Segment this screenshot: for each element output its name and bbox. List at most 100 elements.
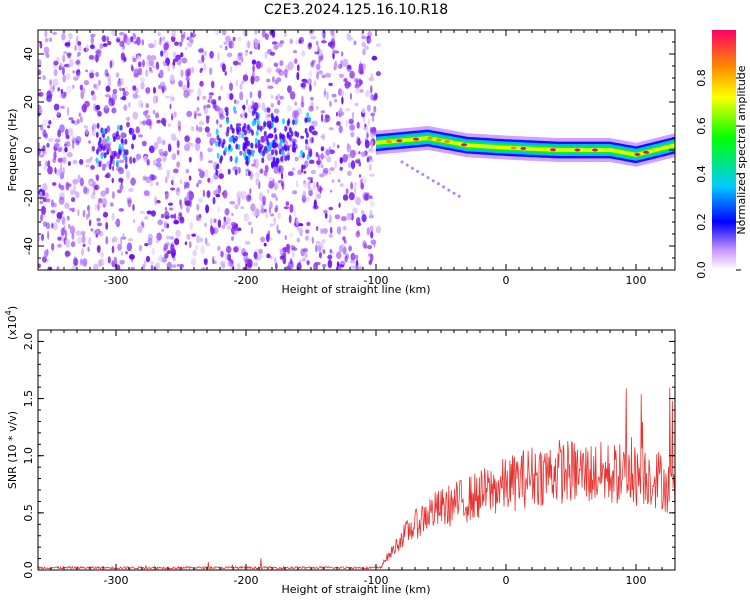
spectrogram-noise-blob xyxy=(336,261,340,268)
spectrogram-cluster-blob xyxy=(281,118,285,125)
spectrogram-noise-blob xyxy=(207,160,213,164)
spectrogram-noise-blob xyxy=(232,60,239,66)
spectrogram-noise-blob xyxy=(277,179,284,184)
spectrogram-noise-blob xyxy=(130,177,136,186)
spectrogram-noise-blob xyxy=(178,125,181,132)
spectrogram-noise-blob xyxy=(255,178,260,186)
spectrogram-noise-blob xyxy=(290,233,293,238)
spectrogram-noise-blob xyxy=(266,84,272,90)
spectrogram-noise-blob xyxy=(323,209,328,214)
spectrogram-noise-blob xyxy=(305,229,310,234)
spectrogram-noise-blob xyxy=(72,159,78,165)
spectrogram-noise-blob xyxy=(181,57,188,64)
spectrogram-noise-blob xyxy=(95,104,101,111)
spectrogram-noise-blob xyxy=(279,40,285,44)
spectrogram-noise-blob xyxy=(331,179,335,183)
y-tick-label: -20 xyxy=(22,189,35,207)
spectrogram-noise-blob xyxy=(301,95,304,104)
spectrogram-noise-blob xyxy=(371,55,378,61)
spectrogram-cluster-blob xyxy=(227,168,231,175)
spectrogram-noise-blob xyxy=(114,221,121,225)
spectrogram-noise-blob xyxy=(228,93,234,100)
spectrogram-noise-blob xyxy=(153,39,157,47)
spectrogram-peak xyxy=(426,136,433,140)
spectrogram-cluster-blob xyxy=(123,149,127,155)
spectrogram-noise-blob xyxy=(210,80,215,89)
spectrogram-cluster-blob xyxy=(235,125,239,132)
spectrogram-noise-blob xyxy=(223,216,227,222)
spectrogram-noise-blob xyxy=(58,196,65,205)
spectrogram-noise-blob xyxy=(116,80,122,87)
spectrogram-noise-blob xyxy=(240,80,245,85)
spectrogram-noise-blob xyxy=(267,133,274,139)
spectrogram-noise-blob xyxy=(155,262,160,270)
spectrogram-noise-blob xyxy=(171,251,176,259)
spectrogram-noise-blob xyxy=(136,36,141,46)
spectrogram-cluster-blob xyxy=(128,127,132,134)
spectrogram-cluster-blob xyxy=(242,126,245,132)
spectrogram-trail-dot xyxy=(452,191,456,195)
spectrogram-noise-blob xyxy=(304,250,308,258)
spectrogram-noise-blob xyxy=(316,71,319,80)
spectrogram-noise-blob xyxy=(322,228,328,234)
spectrogram-noise-blob xyxy=(43,249,49,258)
spectrogram-noise-blob xyxy=(229,263,233,270)
spectrogram-noise-blob xyxy=(188,156,192,163)
spectrogram-noise-blob xyxy=(229,65,233,74)
spectrogram-noise-blob xyxy=(368,76,375,82)
spectrogram-noise-blob xyxy=(242,74,249,82)
spectrogram-noise-blob xyxy=(162,155,167,163)
spectrogram-noise-blob xyxy=(250,75,255,85)
spectrogram-noise-blob xyxy=(128,253,135,260)
spectrogram-noise-blob xyxy=(312,120,318,127)
spectrogram-cluster-blob xyxy=(124,163,128,170)
spectrogram-noise-blob xyxy=(264,51,268,59)
spectrogram-peak xyxy=(461,143,468,147)
spectrogram-noise-blob xyxy=(196,214,199,221)
spectrogram-noise-blob xyxy=(322,38,326,42)
spectrogram-noise-blob xyxy=(43,46,50,55)
spectrogram-noise-blob xyxy=(334,214,341,220)
spectrogram-noise-blob xyxy=(200,245,205,255)
spectrogram-cluster-blob xyxy=(216,134,220,141)
spectrogram-noise-blob xyxy=(363,193,369,202)
spectrogram-cluster-blob xyxy=(291,146,295,153)
spectrogram-noise-blob xyxy=(93,83,97,89)
spectrogram-noise-blob xyxy=(320,153,324,160)
spectrogram-noise-blob xyxy=(316,159,322,165)
spectrogram-noise-blob xyxy=(367,148,374,153)
x-tick-label: -200 xyxy=(234,274,259,287)
spectrogram-noise-blob xyxy=(179,41,183,47)
spectrogram-noise-blob xyxy=(258,248,263,255)
spectrogram-noise-blob xyxy=(301,257,306,262)
spectrogram-cluster-blob xyxy=(288,134,292,141)
spectrogram-trail-dot xyxy=(457,194,461,198)
spectrogram-noise-blob xyxy=(369,209,373,218)
spectrogram-noise-blob xyxy=(373,105,377,113)
spectrogram-cluster-blob xyxy=(246,148,250,155)
spectrogram-noise-blob xyxy=(49,37,53,42)
spectrogram-noise-blob xyxy=(85,44,89,53)
spectrogram-noise-blob xyxy=(366,38,372,44)
spectrogram-cluster-blob xyxy=(95,157,99,164)
spectrogram-noise-blob xyxy=(157,166,163,171)
spectrogram-noise-blob xyxy=(40,124,44,131)
spectrogram-noise-blob xyxy=(57,157,64,163)
spectrogram-noise-blob xyxy=(189,221,194,230)
spectrogram-noise-blob xyxy=(63,63,70,68)
spectrogram-noise-blob xyxy=(133,73,140,78)
spectrogram-noise-blob xyxy=(90,165,95,170)
spectrogram-noise-blob xyxy=(61,66,65,76)
spectrogram-noise-blob xyxy=(95,50,101,55)
spectrogram-noise-blob xyxy=(197,180,202,184)
snr-frame xyxy=(37,329,676,571)
spectrogram-signal-band xyxy=(376,136,675,157)
spectrogram-noise-blob xyxy=(46,142,50,148)
spectrogram-noise-blob xyxy=(357,158,361,167)
spectrogram-noise-blob xyxy=(94,184,99,191)
spectrogram-noise-blob xyxy=(320,110,326,114)
spectrogram-noise-blob xyxy=(207,147,213,153)
spectrogram-noise-blob xyxy=(156,200,161,204)
spectrogram-noise-blob xyxy=(178,80,183,88)
